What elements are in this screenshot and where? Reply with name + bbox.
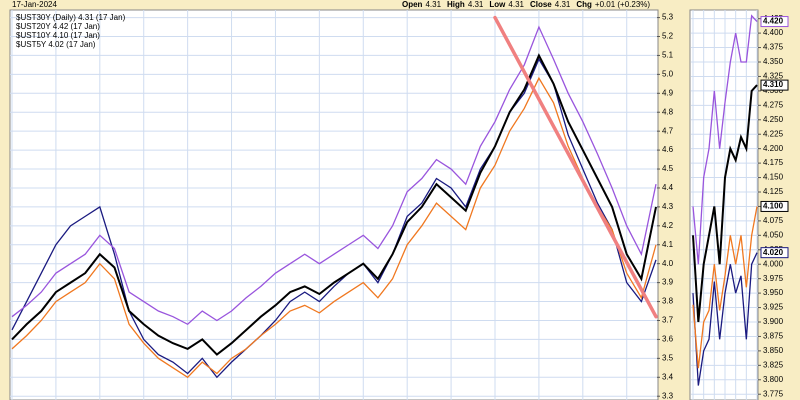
y-tick-label: 3.975 — [763, 274, 784, 283]
legend-entry: $UST30Y (Daily) 4.31 (17 Jan) — [16, 13, 126, 22]
y-tick-label: 4.7 — [662, 126, 674, 135]
y-tick-label: 3.4 — [662, 372, 674, 381]
y-tick-label: 4.400 — [763, 28, 784, 37]
ohlc-value: 4.31 — [468, 0, 484, 9]
y-tick-label: 4.150 — [763, 173, 784, 182]
last-value-box — [760, 247, 789, 259]
y-tick-label: 4.2 — [662, 221, 674, 230]
y-tick-label: 3.7 — [662, 316, 674, 325]
ohlc-value: +0.01 (+0.23%) — [595, 0, 650, 9]
y-tick-label: 3.875 — [763, 332, 784, 341]
y-tick-label: 4.050 — [763, 230, 784, 239]
y-tick-label: 4.6 — [662, 145, 674, 154]
y-tick-label: 5.1 — [662, 51, 674, 60]
y-tick-label: 4.4 — [662, 183, 674, 192]
last-value-label: 4.020 — [763, 248, 784, 257]
series-line — [692, 206, 758, 369]
series-line — [11, 53, 657, 356]
last-value-box — [760, 79, 789, 91]
y-tick-label: 3.8 — [662, 297, 674, 306]
ohlc-label: Close — [530, 0, 552, 9]
y-tick-label: 3.3 — [662, 391, 674, 400]
y-tick-label: 4.0 — [662, 259, 674, 268]
y-tick-label: 4.375 — [763, 43, 784, 52]
y-tick-label: 4.350 — [763, 57, 784, 66]
y-tick-label: 3.850 — [763, 346, 784, 355]
y-tick-label: 3.5 — [662, 353, 674, 362]
series-line — [692, 252, 758, 386]
y-tick-label: 3.925 — [763, 303, 784, 312]
legend-entry: $UST5Y 4.02 (17 Jan) — [16, 40, 96, 49]
y-tick-label: 4.9 — [662, 88, 674, 97]
y-tick-label: 3.900 — [763, 317, 784, 326]
y-tick-label: 5.2 — [662, 32, 674, 41]
series-line — [11, 25, 657, 326]
ohlc-value: 4.31 — [555, 0, 571, 9]
trendline — [493, 15, 658, 319]
y-tick-label: 4.3 — [662, 202, 674, 211]
y-tick-label: 4.125 — [763, 187, 784, 196]
y-tick-label: 4.200 — [763, 144, 784, 153]
y-tick-label: 4.075 — [763, 216, 784, 225]
ohlc-label: High — [447, 0, 465, 9]
y-tick-label: 4.275 — [763, 100, 784, 109]
y-tick-label: 4.325 — [763, 72, 784, 81]
y-tick-label: 3.775 — [763, 389, 784, 398]
y-tick-label: 3.825 — [763, 360, 784, 369]
main-plot-area — [9, 9, 659, 400]
last-value-label: 4.310 — [763, 80, 784, 89]
y-tick-label: 4.1 — [662, 240, 674, 249]
y-tick-label: 4.000 — [763, 259, 784, 268]
y-tick-label: 3.950 — [763, 288, 784, 297]
y-tick-label: 3.9 — [662, 278, 674, 287]
y-tick-label: 4.175 — [763, 158, 784, 167]
y-tick-label: 4.5 — [662, 164, 674, 173]
legend-entry: $UST20Y 4.42 (17 Jan) — [16, 22, 100, 31]
last-value-label: 4.100 — [763, 202, 784, 211]
y-tick-label: 4.225 — [763, 129, 784, 138]
series-line — [692, 14, 758, 265]
date: 17-Jan-2024 — [12, 0, 57, 9]
last-value-label: 4.420 — [763, 17, 784, 26]
last-value-box — [760, 16, 789, 28]
y-tick-label: 3.6 — [662, 335, 674, 344]
ohlc-label: Open — [402, 0, 423, 9]
ohlc-value: 4.31 — [425, 0, 441, 9]
series-line — [692, 84, 758, 323]
last-value-box — [760, 200, 789, 212]
legend-entry: $UST10Y 4.10 (17 Jan) — [16, 31, 100, 40]
ohlc-value: 4.31 — [508, 0, 524, 9]
y-tick-label: 5.3 — [662, 13, 674, 22]
ohlc-label: Low — [489, 0, 506, 9]
y-tick-label: 5.0 — [662, 69, 674, 78]
ohlc-label: Chg — [576, 0, 592, 9]
series-line — [11, 76, 657, 379]
y-tick-label: 3.800 — [763, 375, 784, 384]
y-tick-label: 4.250 — [763, 115, 784, 124]
y-tick-label: 4.8 — [662, 107, 674, 116]
